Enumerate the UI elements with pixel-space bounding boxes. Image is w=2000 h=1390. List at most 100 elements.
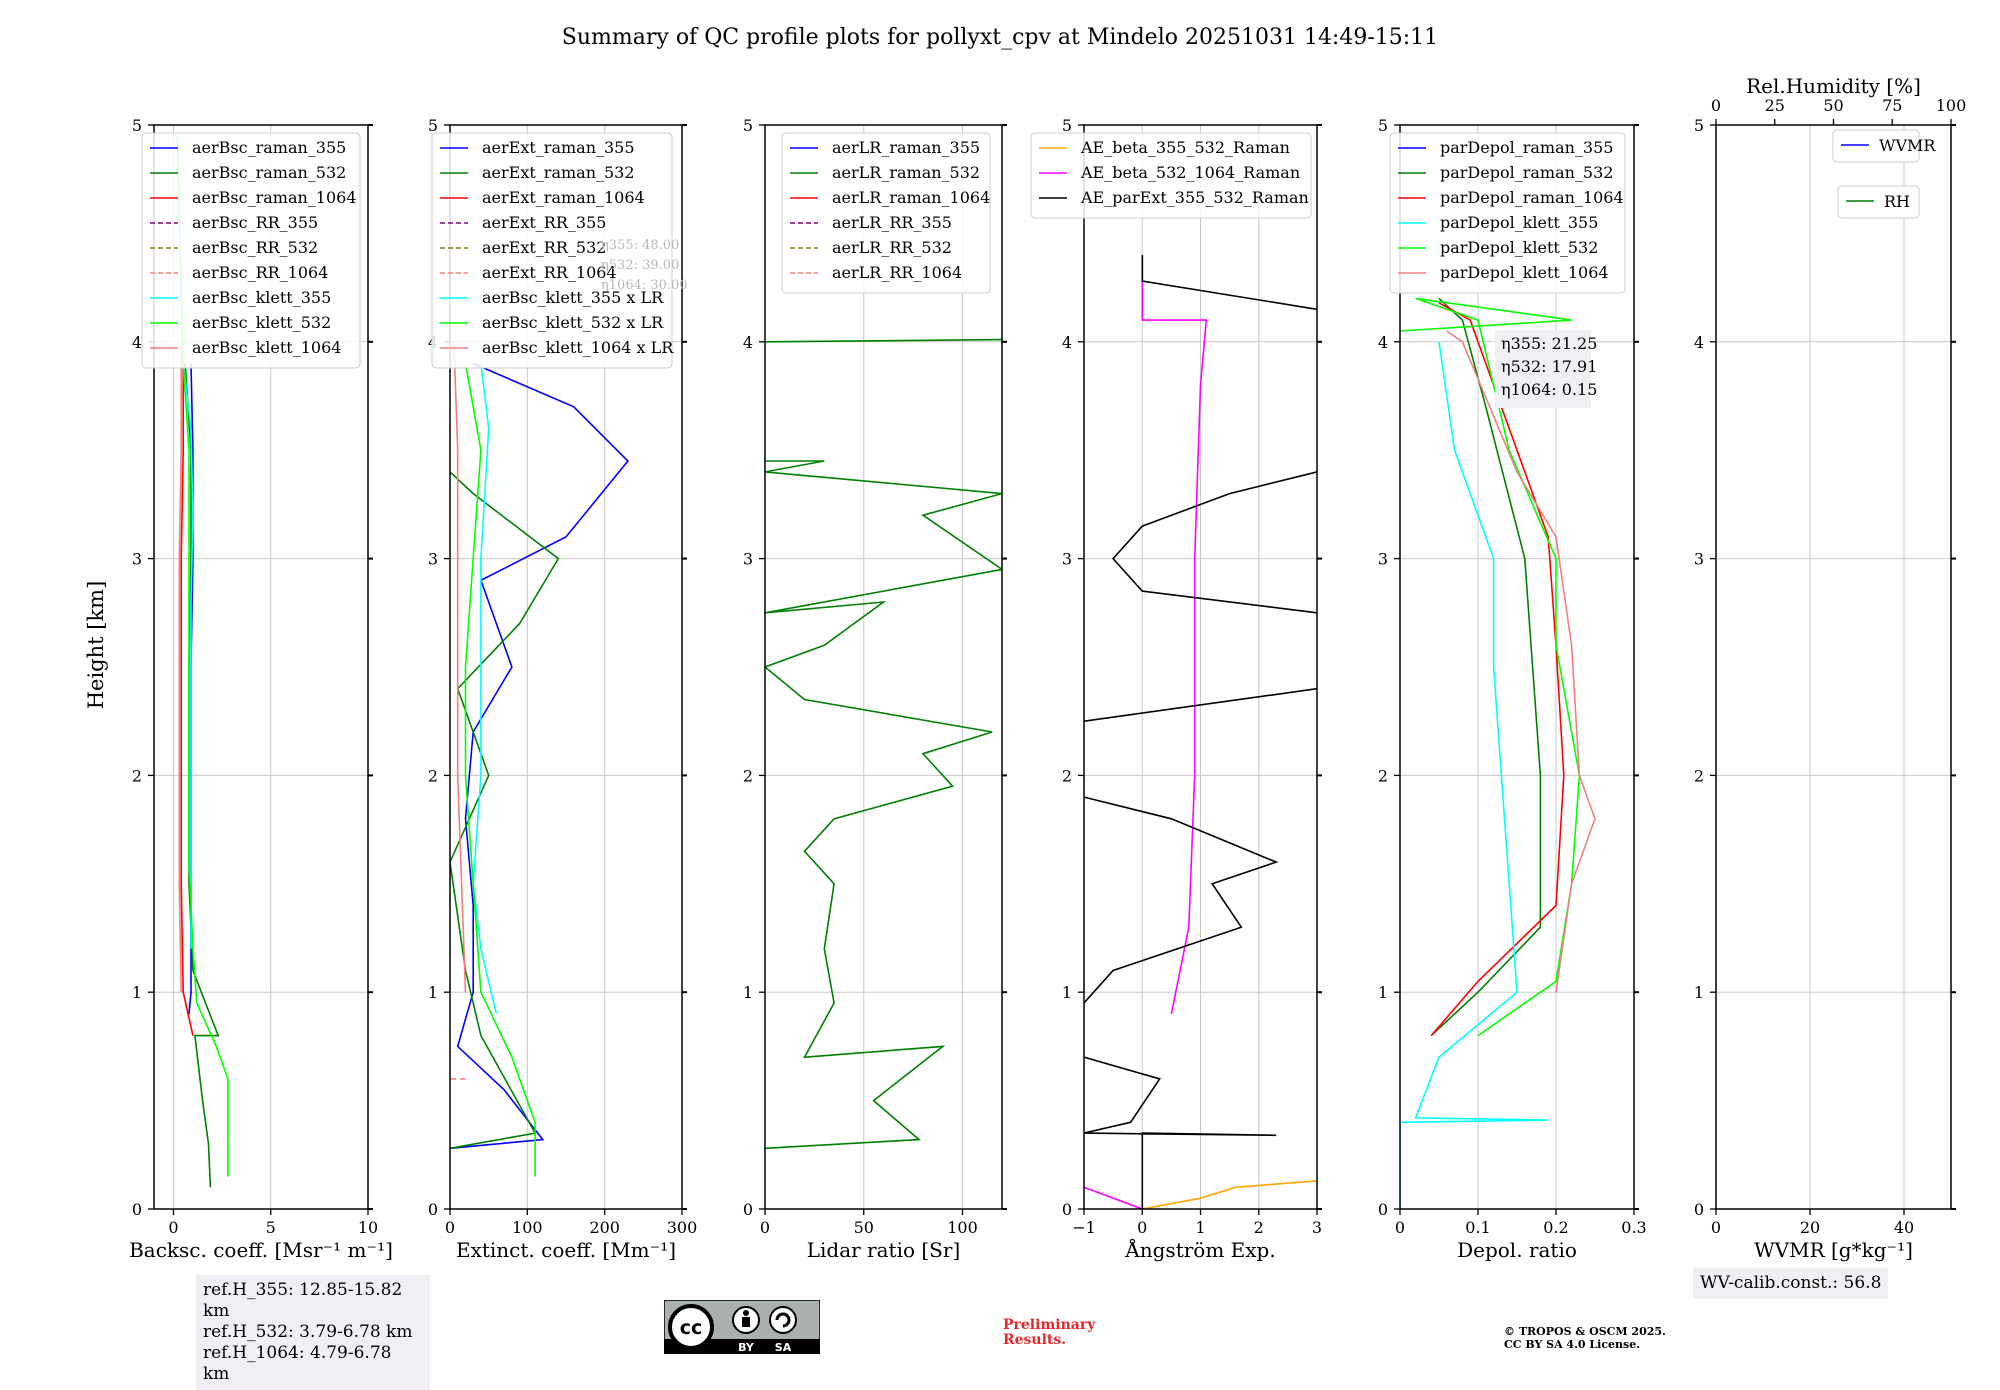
x-tick-label: 0: [1395, 1218, 1405, 1237]
y-tick-label: 3: [132, 550, 142, 569]
legend-box: [1837, 185, 1920, 219]
x-tick-label: 2: [1254, 1218, 1264, 1237]
y-tick-label: 2: [132, 766, 142, 785]
eta-annotation-line: η1064: 0.15: [1501, 380, 1597, 399]
y-tick-label: 4: [132, 333, 142, 352]
y-tick-label: 0: [1694, 1200, 1704, 1219]
top-x-axis-label: Rel.Humidity [%]: [1746, 74, 1921, 98]
y-tick-label: 1: [428, 983, 438, 1002]
y-tick-label: 2: [428, 766, 438, 785]
legend-entry: aerBsc_RR_355: [192, 213, 318, 232]
series-parDepol_klett_532: [1400, 297, 1581, 1037]
legend-entry: aerBsc_raman_355: [192, 138, 346, 157]
x-tick-label: 10: [358, 1218, 378, 1237]
legend-entry: aerExt_raman_1064: [482, 188, 645, 207]
x-tick-label: 0: [1711, 1218, 1721, 1237]
y-tick-label: 0: [428, 1200, 438, 1219]
copyright-note: © TROPOS & OSCM 2025. CC BY SA 4.0 Licen…: [1504, 1325, 1666, 1351]
series-AE_parExt_seg4: [1084, 687, 1317, 722]
y-tick-label: 1: [1694, 983, 1704, 1002]
preliminary-note: Preliminary Results.: [1003, 1318, 1095, 1348]
wv-calib-box: WV-calib.const.: 56.8: [1693, 1268, 1889, 1299]
legend: aerBsc_raman_355 aerBsc_raman_532 aerBsc_r…: [141, 132, 361, 369]
legend-entry: aerExt_RR_1064: [482, 263, 617, 282]
series-AE_parExt_seg2: [1084, 1056, 1161, 1134]
legend-entry: parDepol_klett_1064: [1440, 263, 1609, 282]
series-aerLR_raman_532_top: [765, 338, 1002, 343]
legend-entry: aerBsc_klett_532 x LR: [482, 313, 664, 332]
legend-entry: aerBsc_raman_1064: [192, 188, 357, 207]
cc-sa-label: SA: [775, 1341, 792, 1354]
legend-entry: aerExt_RR_355: [482, 213, 606, 232]
legend-entry: aerLR_RR_355: [832, 213, 952, 232]
y-tick-label: 5: [1378, 116, 1388, 135]
x-tick-label: 1: [1195, 1218, 1205, 1237]
series-parDepol_klett_355: [1400, 341, 1549, 1209]
legend-entry: aerExt_raman_532: [482, 163, 635, 182]
y-tick-label: 0: [1378, 1200, 1388, 1219]
svg-text:cc: cc: [680, 1317, 703, 1339]
legend-entry: aerBsc_klett_355 x LR: [482, 288, 664, 307]
y-tick-label: 3: [1378, 550, 1388, 569]
y-tick-label: 3: [1694, 550, 1704, 569]
copyright-line-1: © TROPOS & OSCM 2025.: [1504, 1325, 1666, 1338]
series-parDepol_klett_1064: [1446, 330, 1596, 993]
x-tick-label: −1: [1072, 1218, 1096, 1237]
y-tick-label: 0: [132, 1200, 142, 1219]
series-aerBsc_klett_1064 x LR: [453, 341, 467, 993]
axes-frame: [1399, 124, 1635, 1210]
y-tick-label: 5: [1694, 116, 1704, 135]
faint-eta-label: η1064: 30.00: [601, 278, 688, 293]
top-x-tick-label: 25: [1765, 96, 1785, 115]
x-axis-label: Extinct. coeff. [Mm⁻¹]: [456, 1238, 676, 1262]
y-tick-label: 1: [1378, 983, 1388, 1002]
y-tick-label: 3: [1062, 550, 1072, 569]
y-tick-label: 4: [743, 333, 753, 352]
legend-entry: AE_parExt_355_532_Raman: [1080, 188, 1309, 207]
x-tick-label: 100: [512, 1218, 543, 1237]
legend-entry: parDepol_raman_532: [1440, 163, 1613, 182]
legend: aerExt_raman_355 aerExt_raman_532 aerExt_r…: [431, 132, 674, 369]
x-axis-label: Depol. ratio: [1457, 1238, 1577, 1262]
series-aerBsc_klett_355: [182, 363, 194, 949]
legend: parDepol_raman_355 parDepol_raman_532 parD…: [1389, 132, 1626, 294]
series-parDepol_raman_532: [1430, 297, 1542, 1037]
legend-box: [431, 132, 673, 369]
eta-annotation-line: η532: 17.91: [1501, 357, 1597, 376]
x-tick-label: 0: [445, 1218, 455, 1237]
series-aerBsc_raman_1064: [180, 363, 194, 1036]
axes-frame: [1715, 124, 1952, 1210]
x-tick-label: 3: [1312, 1218, 1322, 1237]
x-tick-label: 0.2: [1543, 1218, 1568, 1237]
x-tick-label: 0: [1137, 1218, 1147, 1237]
legend-entry: aerBsc_RR_1064: [192, 263, 328, 282]
faint-eta-label: η355: 48.00: [601, 238, 679, 253]
x-tick-label: 40: [1894, 1218, 1914, 1237]
legend-entry: aerBsc_klett_355: [192, 288, 331, 307]
panel-3: 0 50 100 0 1 2 3 4 5 Lidar ratio [Sr] aerLR_raman_…: [743, 116, 1007, 1262]
legend-entry: aerBsc_raman_532: [192, 163, 346, 182]
x-axis-label: Lidar ratio [Sr]: [807, 1238, 961, 1262]
top-x-tick-label: 0: [1711, 96, 1721, 115]
ref-line-355: ref.H_355: 12.85-15.82 km: [203, 1280, 403, 1321]
series-aerBsc_klett_1064: [178, 341, 182, 993]
ref-line-1064: ref.H_1064: 4.79-6.78 km: [203, 1343, 392, 1384]
x-tick-label: 100: [947, 1218, 978, 1237]
series-AE_beta_532_1064_Raman: [1084, 1186, 1143, 1209]
legend-entry: parDepol_klett_355: [1440, 213, 1598, 232]
legend-entry: parDepol_raman_1064: [1440, 188, 1624, 207]
y-tick-label: 1: [132, 983, 142, 1002]
panel-5: 0 0.1 0.2 0.3 0 1 2 3 4 5 Depol. ratio parDepol_ram…: [1378, 116, 1647, 1262]
y-tick-label: 2: [1062, 766, 1072, 785]
top-x-tick-label: 100: [1936, 96, 1967, 115]
cc-by-label: BY: [738, 1341, 755, 1354]
y-tick-label: 5: [743, 116, 753, 135]
legend-entry: aerExt_RR_532: [482, 238, 606, 257]
legend-box: [781, 132, 991, 294]
legend-entry: aerLR_raman_355: [832, 138, 980, 157]
legend-entry: aerBsc_RR_532: [192, 238, 318, 257]
series-AE_beta_355_532_Raman: [1142, 1180, 1317, 1209]
